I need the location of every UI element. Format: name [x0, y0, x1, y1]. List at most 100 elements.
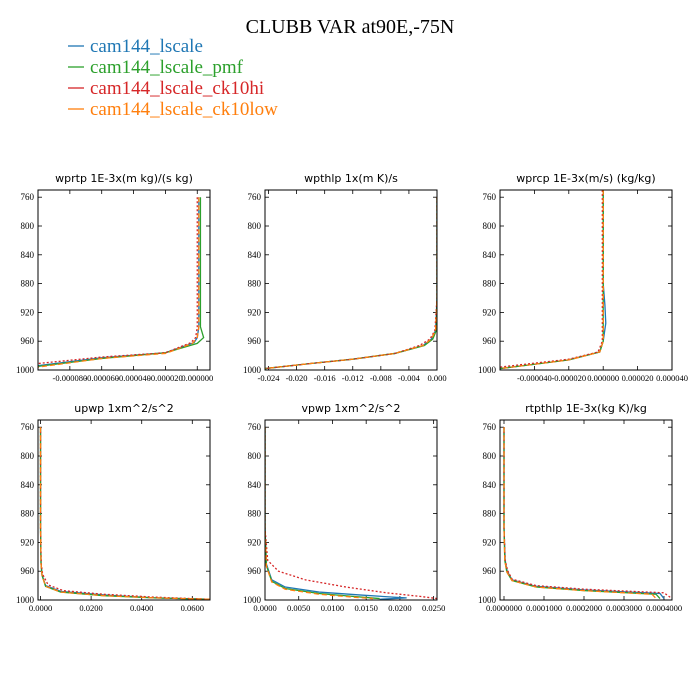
y-tick-label: 1000: [478, 595, 497, 605]
y-tick-label: 1000: [16, 365, 35, 375]
series-line-cam144-lscale: [38, 197, 200, 367]
series-line-cam144-lscale-pmf: [500, 190, 604, 370]
y-tick-label: 960: [483, 566, 497, 576]
x-tick-label: -0.000020: [551, 373, 586, 383]
y-tick-label: 840: [21, 250, 35, 260]
series-line-cam144-lscale-ck10low: [38, 197, 200, 368]
plot-frame: [264, 189, 438, 371]
y-tick-label: 920: [483, 537, 497, 547]
y-tick-label: 840: [483, 250, 497, 260]
panel-1: wprtp 1E-3x(m kg)/(s kg) 760 800 840 880 920 9…: [16, 172, 213, 383]
x-tick-label: 0.0200: [79, 603, 102, 613]
legend-label: cam144_lscale_ck10hi: [90, 78, 264, 99]
x-tick-label: 0.0200: [388, 603, 411, 613]
x-tick-label: -0.000060: [84, 373, 119, 383]
x-tick-label: 0.000: [427, 373, 446, 383]
x-tick-label: 0.0400: [130, 603, 153, 613]
plot-frame: [499, 189, 673, 371]
y-tick-label: 800: [483, 451, 497, 461]
x-tick-label: 0.000000: [587, 373, 619, 383]
panel-title: upwp 1xm^2/s^2: [74, 402, 174, 415]
series-line-cam144-lscale-ck10hi: [265, 197, 437, 370]
x-tick-label: -0.020: [286, 373, 308, 383]
legend-entry: cam144_lscale_ck10hi: [68, 78, 264, 99]
y-tick-label: 960: [248, 566, 262, 576]
legend-entry: cam144_lscale_pmf: [68, 57, 244, 78]
x-tick-label: 0.0150: [354, 603, 377, 613]
y-tick-label: 800: [248, 451, 262, 461]
y-tick-label: 800: [21, 451, 35, 461]
panel-title: vpwp 1xm^2/s^2: [301, 402, 400, 415]
y-tick-label: 880: [248, 279, 262, 289]
panel-6: rtpthlp 1E-3x(kg K)/kg 760 800 840 880 920 960…: [478, 402, 682, 613]
series-group: [265, 427, 437, 600]
x-tick-label: 0.0100: [321, 603, 344, 613]
x-tick-label: -0.000020: [148, 373, 183, 383]
x-tick-label: 0.0002000: [566, 603, 602, 613]
y-tick-label: 760: [21, 192, 35, 202]
x-tick-label: -0.008: [370, 373, 392, 383]
plot-frame: [499, 419, 673, 601]
x-tick-label: -0.024: [258, 373, 281, 383]
series-group: [265, 197, 437, 370]
series-group: [500, 190, 607, 370]
x-tick-label: 0.0000: [29, 603, 52, 613]
x-tick-label: -0.000040: [116, 373, 151, 383]
y-tick-label: 880: [21, 509, 35, 519]
y-tick-label: 1000: [243, 365, 262, 375]
y-tick-label: 760: [483, 192, 497, 202]
series-line-cam144-lscale-ck10low: [500, 190, 604, 370]
y-tick-label: 760: [248, 192, 262, 202]
y-tick-label: 880: [483, 509, 497, 519]
x-tick-label: 0.0050: [287, 603, 310, 613]
figure-title: CLUBB VAR at90E,-75N: [246, 16, 455, 38]
y-tick-label: 920: [483, 307, 497, 317]
y-tick-label: 920: [248, 307, 262, 317]
x-tick-label: -0.016: [314, 373, 336, 383]
x-tick-label: 0.0250: [422, 603, 445, 613]
series-line-cam144-lscale-pmf: [265, 197, 437, 370]
y-tick-label: 960: [21, 566, 35, 576]
x-tick-label: -0.012: [342, 373, 364, 383]
y-tick-label: 880: [21, 279, 35, 289]
x-tick-label: -0.004: [398, 373, 421, 383]
legend-entry: cam144_lscale_ck10low: [68, 99, 278, 120]
x-tick-label: -0.000040: [517, 373, 552, 383]
x-tick-label: 0.000000: [181, 373, 213, 383]
series-line-cam144-lscale-ck10low: [39, 427, 210, 600]
panel-title: wprcp 1E-3x(m/s) (kg/kg): [516, 172, 655, 185]
panel-title: wprtp 1E-3x(m kg)/(s kg): [55, 172, 193, 185]
series-line-cam144-lscale-pmf: [503, 427, 661, 600]
y-tick-label: 840: [483, 480, 497, 490]
panel-title: wpthlp 1x(m K)/s: [304, 172, 398, 185]
legend-label: cam144_lscale_ck10low: [90, 99, 278, 120]
series-line-cam144-lscale-pmf: [39, 427, 210, 600]
legend-label: cam144_lscale_pmf: [90, 57, 244, 78]
x-tick-label: 0.0000: [253, 603, 276, 613]
x-tick-label: 0.0000000: [486, 603, 522, 613]
y-tick-label: 960: [248, 336, 262, 346]
panel-title: rtpthlp 1E-3x(kg K)/kg: [525, 402, 647, 415]
series-group: [38, 197, 205, 368]
y-tick-label: 880: [483, 279, 497, 289]
series-line-cam144-lscale: [265, 197, 437, 370]
x-tick-label: 0.000020: [622, 373, 654, 383]
plot-frame: [264, 419, 438, 601]
y-tick-label: 840: [248, 250, 262, 260]
y-tick-label: 1000: [243, 595, 262, 605]
y-tick-label: 800: [248, 221, 262, 231]
panel-3: wprcp 1E-3x(m/s) (kg/kg) 760 800 840 880 920 9…: [478, 172, 688, 383]
plot-frame: [37, 189, 211, 371]
y-tick-label: 1000: [16, 595, 35, 605]
y-tick-label: 840: [248, 480, 262, 490]
series-line-cam144-lscale-pmf: [38, 197, 205, 368]
panel-4: upwp 1xm^2/s^2 760 800 840 880 920 960 10000.00…: [16, 402, 211, 613]
series-line-cam144-lscale: [503, 427, 665, 599]
series-line-cam144-lscale: [500, 190, 607, 370]
series-group: [503, 427, 672, 600]
y-tick-label: 760: [248, 422, 262, 432]
series-line-cam144-lscale-ck10hi: [503, 427, 672, 600]
series-line-cam144-lscale-ck10low: [503, 427, 657, 600]
x-tick-label: -0.000080: [52, 373, 87, 383]
